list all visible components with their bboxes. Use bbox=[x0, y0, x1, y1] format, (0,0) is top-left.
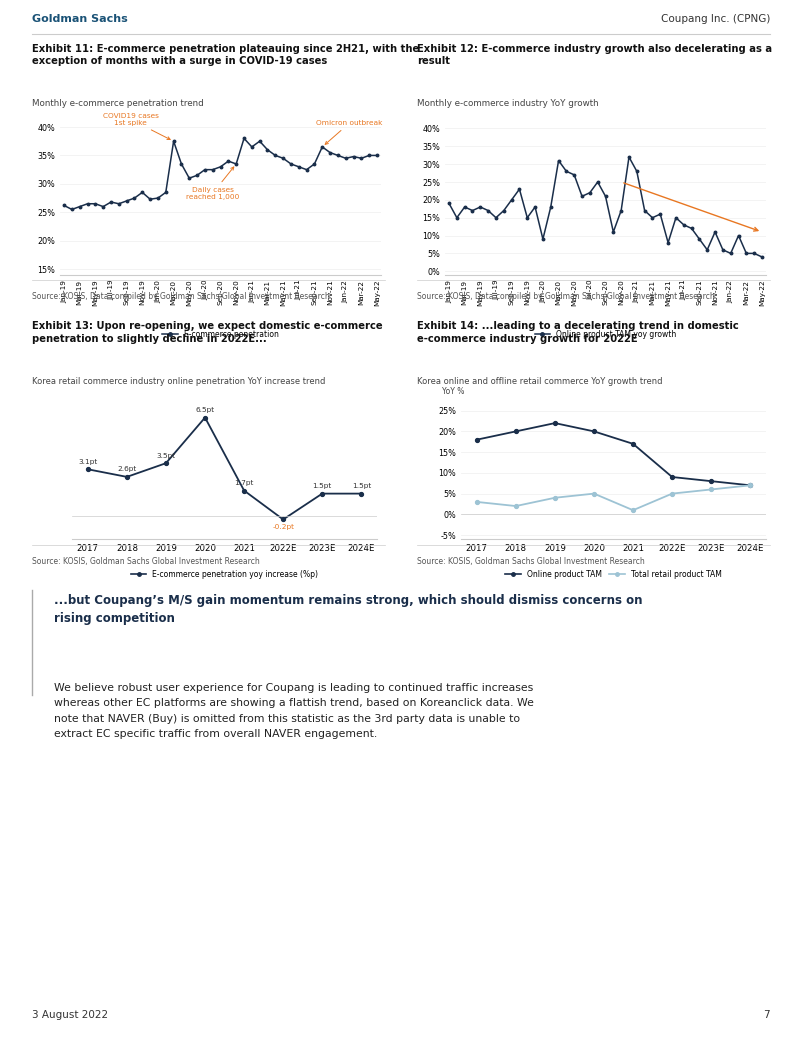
Text: COVID19 cases
1st spike: COVID19 cases 1st spike bbox=[103, 113, 170, 139]
Text: Exhibit 13: Upon re-opening, we expect domestic e-commerce
penetration to slight: Exhibit 13: Upon re-opening, we expect d… bbox=[32, 321, 383, 344]
Legend: E-commerce penetration yoy increase (%p): E-commerce penetration yoy increase (%p) bbox=[128, 567, 322, 582]
Text: Source: KOSIS, Data compiled by Goldman Sachs Global Investment Research: Source: KOSIS, Data compiled by Goldman … bbox=[32, 291, 330, 301]
Text: Source: KOSIS, Goldman Sachs Global Investment Research: Source: KOSIS, Goldman Sachs Global Inve… bbox=[32, 557, 260, 566]
Text: Monthly e-commerce industry YoY growth: Monthly e-commerce industry YoY growth bbox=[417, 99, 598, 108]
Text: -0.2pt: -0.2pt bbox=[272, 524, 294, 530]
Text: Omicron outbreak: Omicron outbreak bbox=[317, 120, 383, 144]
Text: 7: 7 bbox=[764, 1010, 770, 1020]
Text: Korea retail commerce industry online penetration YoY increase trend: Korea retail commerce industry online pe… bbox=[32, 376, 326, 386]
Text: Exhibit 12: E-commerce industry growth also decelerating as a
result: Exhibit 12: E-commerce industry growth a… bbox=[417, 44, 772, 66]
Legend: Online product TAM, Total retail product TAM: Online product TAM, Total retail product… bbox=[502, 567, 725, 582]
Text: 3 August 2022: 3 August 2022 bbox=[32, 1010, 108, 1020]
Text: 6.5pt: 6.5pt bbox=[196, 407, 215, 413]
Text: Goldman Sachs: Goldman Sachs bbox=[32, 13, 128, 24]
Text: Exhibit 11: E-commerce penetration plateauing since 2H21, with the
exception of : Exhibit 11: E-commerce penetration plate… bbox=[32, 44, 419, 66]
Text: 1.7pt: 1.7pt bbox=[234, 480, 253, 486]
Legend: E-commerce penetration: E-commerce penetration bbox=[160, 327, 282, 341]
Text: 3.5pt: 3.5pt bbox=[156, 452, 176, 458]
Legend: Online product TAM yoy growth: Online product TAM yoy growth bbox=[532, 327, 679, 341]
Text: Coupang Inc. (CPNG): Coupang Inc. (CPNG) bbox=[661, 13, 770, 24]
Text: We believe robust user experience for Coupang is leading to continued traffic in: We believe robust user experience for Co… bbox=[55, 683, 534, 738]
Text: YoY %: YoY % bbox=[442, 387, 464, 396]
Text: 2.6pt: 2.6pt bbox=[117, 467, 136, 472]
Text: 1.5pt: 1.5pt bbox=[352, 483, 371, 489]
Text: Source: KOSIS, Data compiled by Goldman Sachs Global Investment Research: Source: KOSIS, Data compiled by Goldman … bbox=[417, 291, 715, 301]
Text: 3.1pt: 3.1pt bbox=[78, 458, 97, 465]
Text: Exhibit 14: ...leading to a decelerating trend in domestic
e-commerce industry g: Exhibit 14: ...leading to a decelerating… bbox=[417, 321, 739, 344]
Text: 1.5pt: 1.5pt bbox=[313, 483, 332, 489]
Text: Daily cases
reached 1,000: Daily cases reached 1,000 bbox=[186, 167, 240, 200]
Text: Korea online and offline retail commerce YoY growth trend: Korea online and offline retail commerce… bbox=[417, 376, 662, 386]
Text: Monthly e-commerce penetration trend: Monthly e-commerce penetration trend bbox=[32, 99, 204, 108]
Text: Source: KOSIS, Goldman Sachs Global Investment Research: Source: KOSIS, Goldman Sachs Global Inve… bbox=[417, 557, 645, 566]
Text: ...but Coupang’s M/S gain momentum remains strong, which should dismiss concerns: ...but Coupang’s M/S gain momentum remai… bbox=[55, 593, 642, 624]
